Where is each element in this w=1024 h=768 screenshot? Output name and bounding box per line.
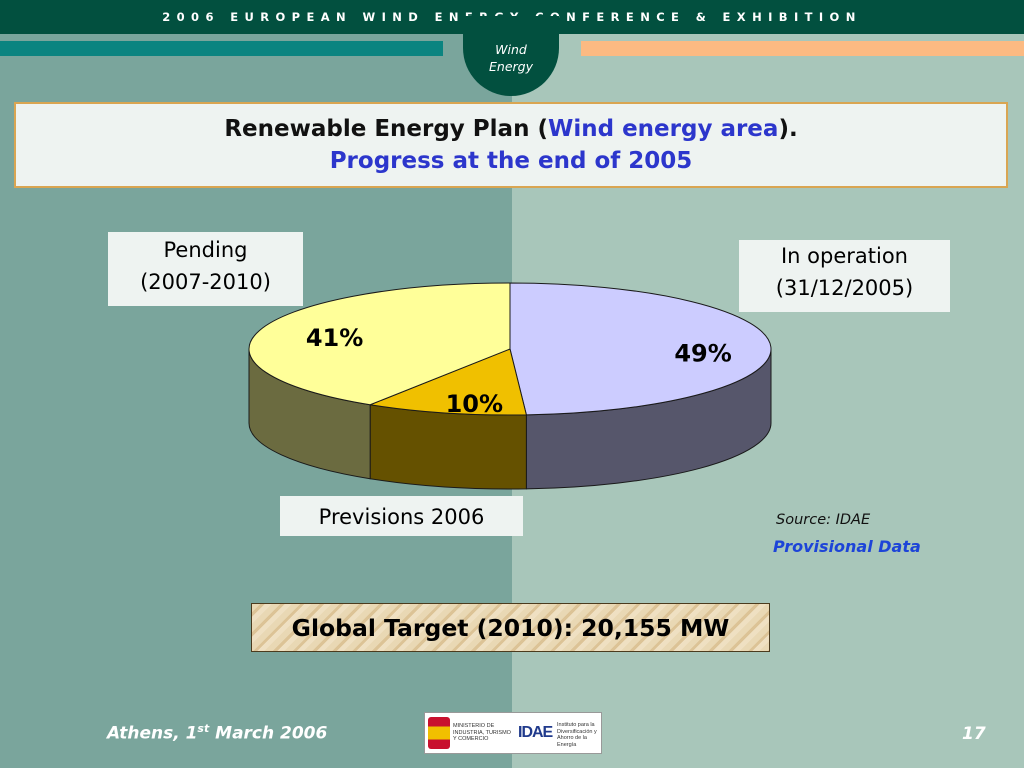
footer-location-date: Athens, 1st March 2006 (107, 722, 327, 744)
pie-slice-0 (509, 282, 772, 416)
pie-value-label-0: 49% (674, 339, 731, 367)
wind-energy-logo: Wind Energy (463, 16, 559, 96)
previsions-label: Previsions 2006 (280, 496, 523, 536)
pie-value-label-1: 10% (446, 390, 503, 418)
operation-label-box: In operation (31/12/2005) (739, 240, 950, 312)
idae-logo-text: IDAE (518, 724, 553, 741)
page-number: 17 (962, 724, 986, 744)
header-stripe-right (581, 41, 1024, 56)
header-stripe-left (0, 41, 443, 56)
ministry-logo-text: MINISTERIO DE INDUSTRIA, TURISMO Y COMER… (453, 723, 511, 742)
footer-location: Athens, 1 (107, 723, 198, 744)
footer-ordinal: st (197, 722, 210, 735)
title-prefix: Renewable Energy Plan ( (224, 116, 548, 142)
operation-label: In operation (780, 244, 908, 268)
pending-label-box: Pending (2007-2010) (108, 232, 303, 306)
pie-value-label-2: 41% (306, 324, 363, 352)
logo-line2: Energy (489, 59, 533, 74)
pie-tops (248, 282, 772, 416)
pie-slice-1 (368, 348, 528, 416)
slide-title-box: Renewable Energy Plan (Wind energy area)… (14, 102, 1008, 188)
pie-sides (248, 348, 772, 490)
operation-date: (31/12/2005) (775, 276, 914, 300)
pending-period: (2007-2010) (140, 270, 271, 294)
slide-subtitle: Progress at the end of 2005 (329, 148, 693, 174)
logo-line1: Wind (495, 42, 527, 57)
title-suffix: ). (778, 116, 798, 142)
sponsor-logos: MINISTERIO DE INDUSTRIA, TURISMO Y COMER… (424, 712, 602, 754)
title-highlight: Wind energy area (547, 116, 779, 142)
slide-title: Renewable Energy Plan (Wind energy area)… (16, 114, 1006, 144)
institute-logo-text: Instituto para la Diversificación y Ahor… (557, 722, 597, 748)
pie-slice-2 (248, 282, 511, 406)
spain-crest-icon (428, 717, 450, 749)
source-note: Source: IDAE (776, 512, 871, 528)
provisional-note: Provisional Data (773, 537, 921, 556)
footer-date: March 2006 (209, 723, 328, 744)
global-target-box: Global Target (2010): 20,155 MW (251, 603, 770, 652)
pending-label: Pending (163, 238, 248, 262)
